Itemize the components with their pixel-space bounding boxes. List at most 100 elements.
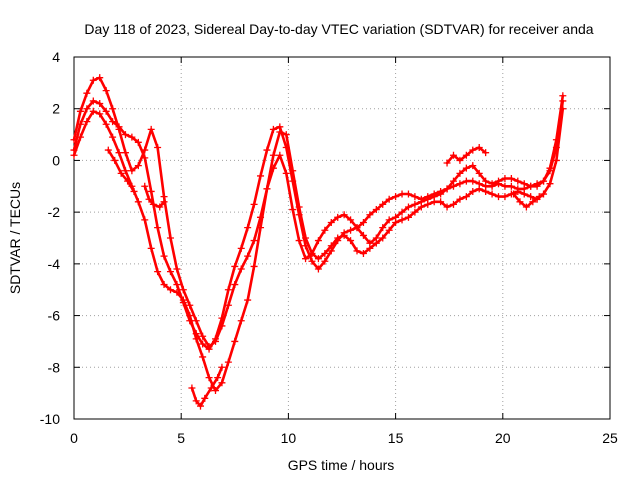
data-point	[134, 162, 142, 170]
series-fragment-e	[510, 190, 543, 211]
data-point	[186, 312, 194, 320]
data-point	[520, 180, 528, 188]
data-point	[89, 97, 97, 105]
data-point	[482, 149, 490, 157]
data-point	[192, 397, 200, 405]
data-point	[314, 265, 322, 273]
data-point	[214, 374, 222, 382]
data-point	[514, 177, 522, 185]
data-point	[124, 177, 132, 185]
data-point	[141, 182, 149, 190]
y-tick-label: 0	[52, 152, 60, 168]
data-point	[186, 301, 194, 309]
y-axis-label: SDTVAR / TECUs	[7, 182, 23, 294]
data-point	[282, 131, 290, 139]
data-point	[160, 252, 168, 260]
data-point	[134, 198, 142, 206]
data-point	[179, 286, 187, 294]
data-point	[482, 187, 490, 195]
data-point	[510, 190, 518, 198]
data-point	[295, 237, 303, 245]
x-tick-label: 20	[495, 430, 511, 446]
data-point	[121, 167, 129, 175]
data-point	[102, 120, 110, 128]
data-point	[149, 200, 157, 208]
data-point	[488, 180, 496, 188]
data-point	[244, 296, 252, 304]
data-point	[83, 89, 91, 97]
data-point	[224, 358, 232, 366]
data-point	[385, 216, 393, 224]
data-point	[218, 379, 226, 387]
data-point	[104, 146, 112, 154]
data-point	[529, 198, 537, 206]
data-point	[111, 156, 119, 164]
data-point	[166, 286, 174, 294]
data-point	[70, 151, 78, 159]
data-point	[535, 193, 543, 201]
data-point	[372, 206, 380, 214]
data-point	[379, 200, 387, 208]
data-point	[321, 250, 329, 258]
y-tick-label: -2	[48, 204, 61, 220]
data-point	[250, 200, 258, 208]
data-point	[121, 149, 129, 157]
data-point	[201, 394, 209, 402]
data-point	[340, 211, 348, 219]
data-point	[501, 193, 509, 201]
data-point	[488, 190, 496, 198]
data-point	[359, 250, 367, 258]
data-point	[199, 340, 207, 348]
data-point	[244, 224, 252, 232]
data-point	[145, 195, 153, 203]
data-point	[141, 216, 149, 224]
data-point	[398, 190, 406, 198]
data-point	[166, 234, 174, 242]
data-point	[244, 252, 252, 260]
data-point	[314, 255, 322, 263]
data-point	[154, 144, 162, 151]
data-point	[540, 177, 548, 185]
data-point	[76, 133, 84, 141]
data-point	[379, 224, 387, 232]
data-point	[475, 169, 483, 177]
data-point	[128, 133, 136, 141]
data-point	[70, 136, 78, 144]
data-point	[392, 193, 400, 201]
data-point	[257, 224, 265, 232]
series-fragment-c	[104, 146, 138, 195]
y-tick-label: -6	[48, 308, 61, 324]
data-point	[89, 76, 97, 84]
data-point	[154, 268, 162, 276]
data-point	[115, 125, 123, 133]
data-point	[449, 151, 457, 159]
chart-title: Day 118 of 2023, Sidereal Day-to-day VTE…	[84, 21, 593, 37]
data-point	[212, 387, 220, 395]
data-point	[276, 151, 284, 159]
data-point	[321, 257, 329, 265]
data-point	[417, 203, 425, 211]
data-point	[83, 105, 91, 113]
data-point	[289, 167, 297, 175]
data-point	[404, 203, 412, 211]
data-point	[269, 151, 277, 159]
data-point	[289, 206, 297, 214]
data-point	[156, 203, 164, 211]
data-point	[250, 262, 258, 270]
data-point	[522, 203, 530, 211]
data-point	[212, 337, 220, 345]
data-point	[237, 317, 245, 325]
data-series	[70, 74, 567, 410]
data-point	[173, 281, 181, 289]
data-point	[462, 151, 470, 159]
data-point	[334, 234, 342, 242]
data-point	[516, 198, 524, 206]
data-point	[527, 193, 535, 201]
data-point	[437, 187, 445, 195]
data-point	[385, 226, 393, 234]
data-point	[327, 218, 335, 226]
data-point	[173, 265, 181, 273]
data-point	[314, 237, 322, 245]
data-point	[109, 118, 117, 126]
data-point	[334, 213, 342, 221]
